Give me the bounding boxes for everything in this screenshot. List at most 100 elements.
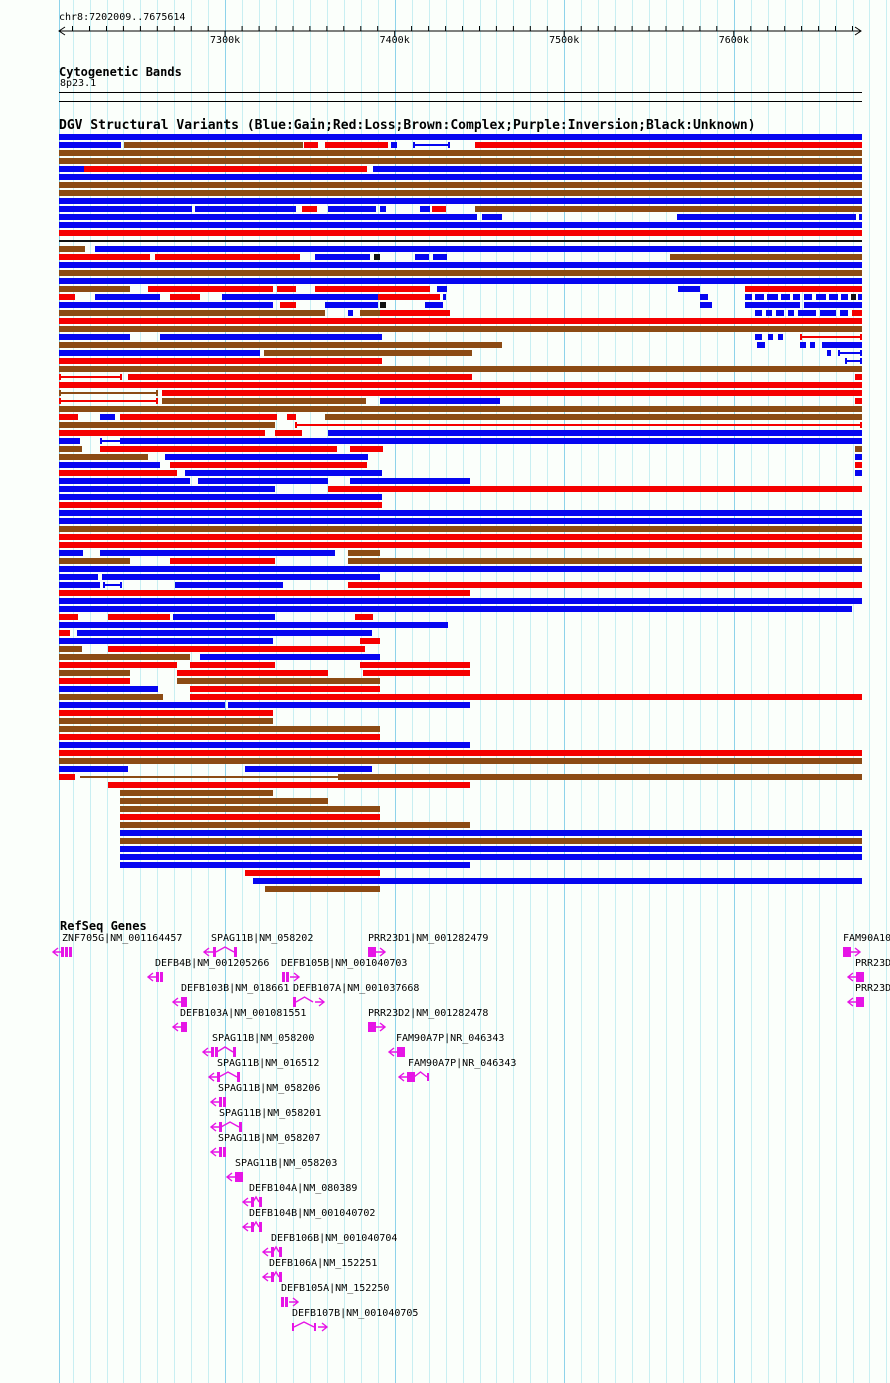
- variant-bar[interactable]: [59, 134, 862, 140]
- variant-bar[interactable]: [348, 558, 862, 564]
- variant-bar[interactable]: [59, 486, 275, 492]
- gene-glyph[interactable]: [397, 1071, 431, 1083]
- variant-bar[interactable]: [59, 726, 380, 732]
- variant-bracket-tick[interactable]: [413, 142, 415, 148]
- gene-label[interactable]: SPAG11B|NM_058200: [212, 1033, 315, 1044]
- variant-bar[interactable]: [350, 446, 383, 452]
- variant-bar[interactable]: [59, 286, 130, 292]
- variant-bar[interactable]: [155, 254, 300, 260]
- variant-bar[interactable]: [59, 622, 448, 628]
- variant-bar[interactable]: [360, 662, 470, 668]
- variant-bar[interactable]: [855, 462, 862, 468]
- variant-bar[interactable]: [380, 206, 386, 212]
- variant-bracket-tick[interactable]: [845, 358, 847, 364]
- variant-bar[interactable]: [328, 206, 376, 212]
- variant-bar[interactable]: [851, 294, 856, 300]
- variant-bar[interactable]: [190, 662, 275, 668]
- variant-bar[interactable]: [59, 294, 75, 300]
- variant-bar[interactable]: [59, 542, 862, 548]
- variant-bar[interactable]: [59, 470, 177, 476]
- variant-bar[interactable]: [59, 246, 85, 252]
- gene-glyph[interactable]: [282, 971, 302, 983]
- variant-bracket-line[interactable]: [413, 144, 450, 146]
- variant-bar[interactable]: [95, 294, 160, 300]
- variant-bracket-tick[interactable]: [59, 398, 61, 404]
- variant-bar[interactable]: [190, 694, 862, 700]
- variant-bar[interactable]: [59, 422, 275, 428]
- gene-glyph[interactable]: [261, 1245, 284, 1258]
- variant-bar[interactable]: [59, 694, 163, 700]
- variant-bar[interactable]: [185, 470, 382, 476]
- variant-bar[interactable]: [433, 254, 447, 260]
- variant-bar[interactable]: [788, 310, 794, 316]
- variant-bar[interactable]: [810, 342, 815, 348]
- variant-bar[interactable]: [781, 294, 790, 300]
- variant-bar[interactable]: [59, 710, 273, 716]
- variant-bracket-tick[interactable]: [838, 350, 840, 356]
- variant-bar[interactable]: [84, 166, 367, 172]
- variant-bar[interactable]: [59, 342, 502, 348]
- gene-label[interactable]: DEFB107A|NM_001037668: [293, 983, 420, 994]
- variant-bar[interactable]: [165, 454, 368, 460]
- variant-bar[interactable]: [425, 302, 443, 308]
- variant-bar[interactable]: [855, 446, 862, 452]
- gene-label[interactable]: DEFB105A|NM_152250: [281, 1283, 390, 1294]
- gene-label[interactable]: PRR23D2|NM_001282478: [368, 1008, 489, 1019]
- gene-label[interactable]: SPAG11B|NM_058203: [235, 1158, 338, 1169]
- variant-bracket-tick[interactable]: [103, 582, 105, 588]
- gene-label[interactable]: DEFB106B|NM_001040704: [271, 1233, 398, 1244]
- variant-bar[interactable]: [59, 526, 862, 532]
- gene-glyph[interactable]: [209, 1096, 228, 1108]
- variant-bar[interactable]: [59, 558, 130, 564]
- gene-glyph[interactable]: [846, 996, 866, 1008]
- variant-bar[interactable]: [820, 310, 836, 316]
- variant-bar[interactable]: [443, 294, 446, 300]
- gene-label[interactable]: DEFB104A|NM_080389: [249, 1183, 358, 1194]
- variant-bar[interactable]: [120, 854, 862, 860]
- variant-bar[interactable]: [348, 550, 380, 556]
- gene-glyph[interactable]: [171, 1021, 189, 1033]
- variant-bar[interactable]: [59, 614, 78, 620]
- variant-bracket-tick[interactable]: [120, 374, 122, 380]
- variant-bracket-line[interactable]: [838, 352, 862, 354]
- variant-bar[interactable]: [59, 454, 148, 460]
- gene-glyph[interactable]: [225, 1171, 245, 1183]
- variant-line[interactable]: [80, 776, 338, 778]
- variant-bracket-line[interactable]: [295, 424, 862, 426]
- variant-bar[interactable]: [59, 686, 158, 692]
- variant-bar[interactable]: [170, 462, 367, 468]
- variant-bar[interactable]: [59, 638, 273, 644]
- gene-label[interactable]: PRR23D: [855, 958, 890, 969]
- variant-bar[interactable]: [120, 814, 380, 820]
- variant-bar[interactable]: [59, 310, 325, 316]
- variant-bar[interactable]: [315, 286, 430, 292]
- variant-bracket-tick[interactable]: [860, 334, 862, 340]
- variant-bar[interactable]: [228, 702, 470, 708]
- gene-label[interactable]: ZNF705G|NM_001164457: [62, 933, 183, 944]
- gene-label[interactable]: SPAG11B|NM_016512: [217, 1058, 320, 1069]
- variant-bar[interactable]: [350, 478, 470, 484]
- gene-label[interactable]: SPAG11B|NM_058207: [218, 1133, 321, 1144]
- variant-bar[interactable]: [768, 334, 773, 340]
- variant-bar[interactable]: [59, 734, 380, 740]
- variant-bar[interactable]: [304, 142, 318, 148]
- gene-label[interactable]: DEFB105B|NM_001040703: [281, 958, 408, 969]
- variant-bar[interactable]: [59, 382, 862, 388]
- variant-bar[interactable]: [177, 670, 328, 676]
- variant-bar[interactable]: [475, 142, 862, 148]
- variant-bracket-tick[interactable]: [448, 142, 450, 148]
- variant-bar[interactable]: [816, 294, 826, 300]
- variant-bar[interactable]: [177, 678, 380, 684]
- variant-bracket-tick[interactable]: [860, 358, 862, 364]
- variant-bar[interactable]: [302, 206, 317, 212]
- variant-bracket-line[interactable]: [59, 392, 158, 394]
- variant-bar[interactable]: [829, 294, 838, 300]
- variant-bar[interactable]: [277, 286, 296, 292]
- variant-bar[interactable]: [120, 806, 380, 812]
- variant-bar[interactable]: [59, 510, 862, 516]
- variant-bar[interactable]: [95, 246, 862, 252]
- variant-bracket-tick[interactable]: [800, 334, 802, 340]
- variant-bar[interactable]: [59, 598, 862, 604]
- variant-bar[interactable]: [59, 758, 862, 764]
- variant-bar[interactable]: [102, 574, 380, 580]
